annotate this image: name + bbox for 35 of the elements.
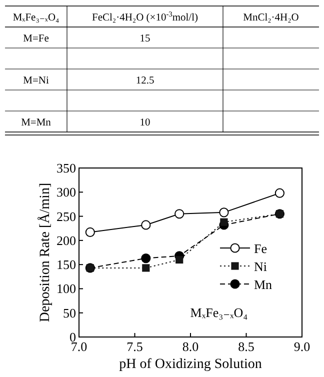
text: 10 [140,118,150,128]
point [219,208,229,218]
y-tick-label: 350 [56,160,76,176]
point [142,264,150,272]
point [141,253,151,264]
x-tick-label: 8.0 [182,339,199,354]
y-tick-label: 250 [56,208,76,224]
y-tick-label: 50 [63,305,76,320]
y-tick-label: 150 [56,257,76,272]
point [176,256,184,264]
y-tick-label: 100 [56,281,76,296]
point [174,209,184,219]
category-label: MnCl₂·4H₂O [243,12,300,24]
y-tick-label: 200 [56,232,76,248]
legend-label: Mn [254,277,273,292]
category-label: M=Fe [23,34,49,44]
y-axis-title: Deposition Rate [Å/min] [37,182,53,322]
category-label: FeCl₂·4H₂O (×10$^{-3}$mol/l) [92,9,198,24]
point [85,227,95,238]
annotation: MₓFe₃₋ₓO₄ [190,305,248,320]
x-tick-label: 9.0 [294,339,310,354]
point [220,218,228,226]
text: 12.5 [136,76,154,86]
y-tick-label: 300 [56,184,76,200]
category-label: MₓFe₃₋ₓO₄ [12,12,60,24]
x-tick-label: 7.5 [126,339,143,354]
legend-label: Ni [254,259,268,274]
x-tick-label: 8.5 [238,339,254,354]
point [274,188,284,198]
category-label: M=Ni [23,76,49,86]
x-axis-title: pH of Oxidizing Solution [119,357,262,372]
point [141,220,151,230]
text: 15 [140,34,150,44]
legend-label: Fe [254,241,268,256]
category-label: M=Mn [21,118,51,128]
